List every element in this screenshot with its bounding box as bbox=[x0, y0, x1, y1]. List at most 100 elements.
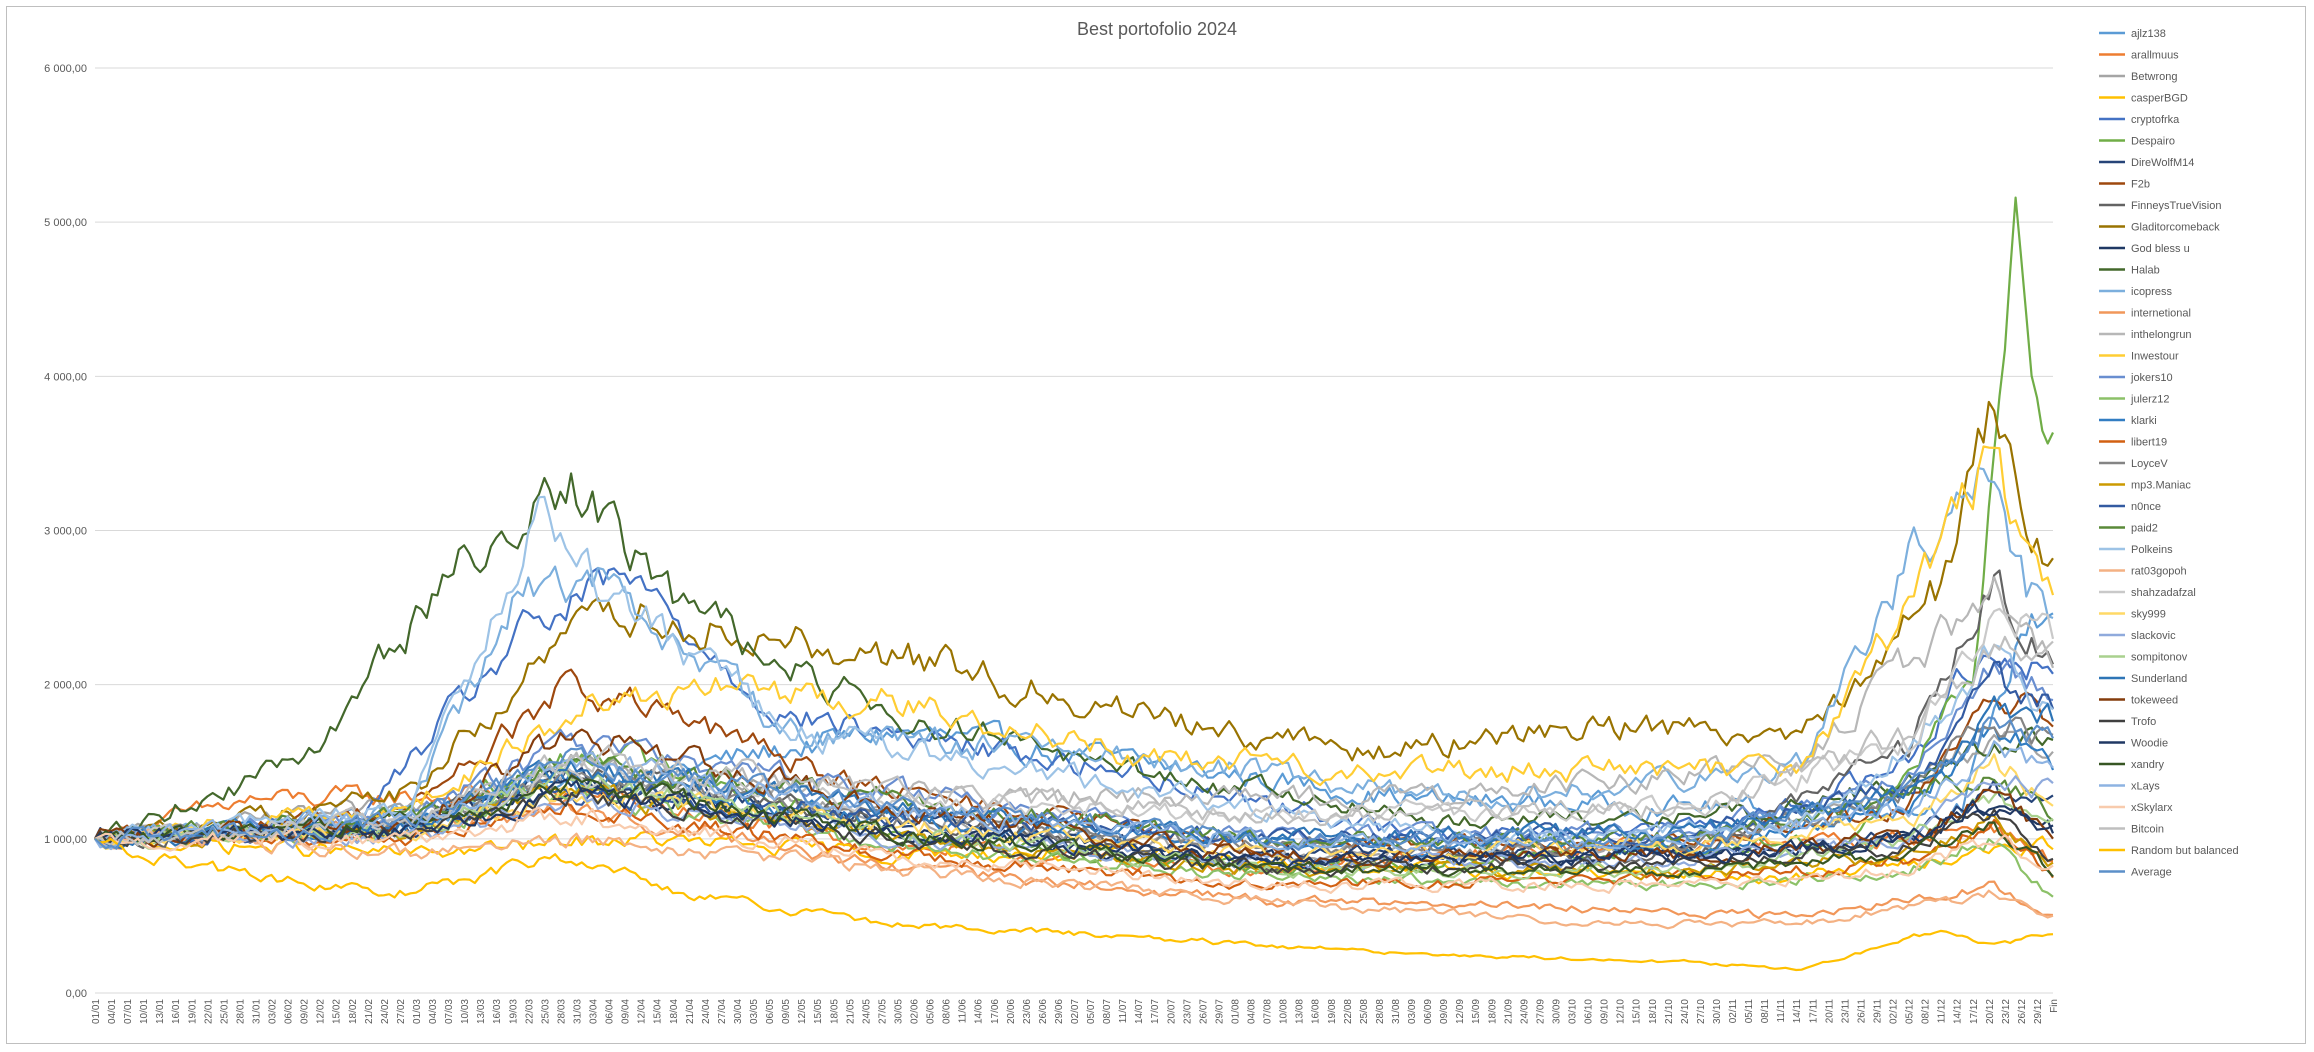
x-tick-label: 27/04 bbox=[717, 999, 728, 1024]
series-line-inwestour bbox=[94, 445, 2055, 850]
chart-title: Best portofolio 2024 bbox=[1077, 19, 1237, 39]
legend-label: n0nce bbox=[2131, 501, 2161, 513]
x-tick-label: 29/07 bbox=[1214, 999, 1225, 1024]
series-line-xskylarx bbox=[94, 806, 2054, 895]
legend-label: Bitcoin bbox=[2131, 824, 2164, 836]
x-tick-label: 20/06 bbox=[1006, 999, 1017, 1024]
series-line-polkeins bbox=[94, 495, 2054, 854]
legend-label: FinneysTrueVision bbox=[2131, 200, 2222, 212]
x-tick-label: 27/10 bbox=[1696, 999, 1707, 1024]
x-tick-label: 08/06 bbox=[942, 999, 953, 1024]
x-tick-label: 03/02 bbox=[268, 999, 279, 1024]
x-tick-label: 24/10 bbox=[1680, 999, 1691, 1024]
legend-label: xSkylarx bbox=[2131, 802, 2173, 814]
legend-label: F2b bbox=[2131, 179, 2150, 191]
x-tick-label: 03/09 bbox=[1407, 999, 1418, 1024]
x-tick-label: 13/01 bbox=[155, 999, 166, 1024]
x-tick-label: 19/08 bbox=[1327, 999, 1338, 1024]
legend-label: icopress bbox=[2131, 286, 2172, 298]
x-tick-label: 19/01 bbox=[187, 999, 198, 1024]
series-line-rat03gopoh bbox=[94, 828, 2054, 930]
x-tick-label: 09/10 bbox=[1600, 999, 1611, 1024]
x-tick-label: 30/10 bbox=[1712, 999, 1723, 1024]
legend-label: Average bbox=[2131, 867, 2172, 879]
x-tick-label: 15/10 bbox=[1632, 999, 1643, 1024]
x-tick-label: 24/04 bbox=[701, 999, 712, 1024]
x-axis-ticks: 01/01 04/01 07/01 10/01 13/01 16/01 19/01 22/01… bbox=[91, 999, 2060, 1024]
x-tick-label: 29/11 bbox=[1872, 999, 1883, 1024]
x-tick-label: 16/01 bbox=[171, 999, 182, 1024]
x-tick-label: 03/10 bbox=[1568, 999, 1579, 1024]
x-tick-label: 02/07 bbox=[1070, 999, 1081, 1024]
series-line-random-but-balanced bbox=[94, 837, 2054, 972]
x-tick-label: 26/07 bbox=[1198, 999, 1209, 1024]
x-tick-label: 15/09 bbox=[1471, 999, 1482, 1024]
series-line-paid2 bbox=[94, 751, 2054, 851]
legend-label: Gladitorcomeback bbox=[2131, 222, 2220, 234]
x-tick-label: 09/04 bbox=[621, 999, 632, 1024]
x-tick-label: 10/08 bbox=[1279, 999, 1290, 1024]
x-tick-label: 25/08 bbox=[1359, 999, 1370, 1024]
x-tick-label: 21/02 bbox=[364, 999, 375, 1024]
x-tick-label: 14/07 bbox=[1134, 999, 1145, 1024]
x-tick-label: 26/12 bbox=[2017, 999, 2028, 1024]
x-tick-label: 08/12 bbox=[1921, 999, 1932, 1024]
y-tick-label: 1 000,00 bbox=[44, 834, 87, 846]
series-line-direwolfm14 bbox=[94, 766, 2054, 865]
x-tick-label: 09/05 bbox=[781, 999, 792, 1024]
x-tick-label: 25/03 bbox=[540, 999, 551, 1024]
legend-label: Polkeins bbox=[2131, 544, 2173, 556]
legend-label: shahzadafzal bbox=[2131, 587, 2196, 599]
x-tick-label: 12/10 bbox=[1616, 999, 1627, 1024]
x-tick-label: 20/12 bbox=[1985, 999, 1996, 1024]
legend-label: sompitonov bbox=[2131, 652, 2188, 664]
y-tick-label: 6 000,00 bbox=[44, 63, 87, 75]
x-tick-label: 20/11 bbox=[1824, 999, 1835, 1024]
gridlines bbox=[95, 67, 2053, 994]
series-line-icopress bbox=[94, 467, 2054, 840]
y-axis-ticks: 0,00 1 000,00 2 000,00 3 000,00 4 000,00 5 00… bbox=[44, 63, 87, 1000]
x-tick-label: 05/11 bbox=[1744, 999, 1755, 1024]
x-tick-label: 30/05 bbox=[893, 999, 904, 1024]
x-tick-label: 01/08 bbox=[1230, 999, 1241, 1024]
legend-label: inthelongrun bbox=[2131, 329, 2192, 341]
x-tick-label: 30/04 bbox=[733, 999, 744, 1024]
x-tick-label: 22/08 bbox=[1343, 999, 1354, 1024]
x-tick-label: 02/11 bbox=[1728, 999, 1739, 1024]
series-line-xlays bbox=[94, 740, 2054, 853]
series-line-mp3-maniac bbox=[94, 782, 2054, 881]
y-tick-label: 4 000,00 bbox=[44, 371, 87, 383]
x-tick-label: 17/11 bbox=[1808, 999, 1819, 1024]
chart-frame: Best portofolio 2024 0,00 1 000,00 2 000,0… bbox=[6, 6, 2306, 1044]
x-tick-label: 18/04 bbox=[669, 999, 680, 1024]
x-tick-label: 20/07 bbox=[1166, 999, 1177, 1024]
x-tick-label: 12/02 bbox=[316, 999, 327, 1024]
x-tick-label: 06/04 bbox=[605, 999, 616, 1024]
x-tick-label: Fin bbox=[2049, 999, 2060, 1013]
x-tick-label: 21/04 bbox=[685, 999, 696, 1024]
x-tick-label: 07/03 bbox=[444, 999, 455, 1024]
x-tick-label: 10/01 bbox=[139, 999, 150, 1024]
legend-label: cryptofrka bbox=[2131, 114, 2180, 126]
x-tick-label: 18/02 bbox=[348, 999, 359, 1024]
line-chart: Best portofolio 2024 0,00 1 000,00 2 000,0… bbox=[44, 19, 2238, 1024]
x-tick-label: 27/05 bbox=[877, 999, 888, 1024]
x-tick-label: 23/12 bbox=[2001, 999, 2012, 1024]
x-tick-label: 06/05 bbox=[765, 999, 776, 1024]
legend-label: xandry bbox=[2131, 759, 2165, 771]
x-tick-label: 15/02 bbox=[332, 999, 343, 1024]
x-tick-label: 16/08 bbox=[1311, 999, 1322, 1024]
x-tick-label: 21/10 bbox=[1664, 999, 1675, 1024]
x-tick-label: 13/03 bbox=[476, 999, 487, 1024]
legend-label: rat03gopoh bbox=[2131, 566, 2187, 578]
x-tick-label: 08/11 bbox=[1760, 999, 1771, 1024]
x-tick-label: 17/07 bbox=[1150, 999, 1161, 1024]
x-tick-label: 07/01 bbox=[123, 999, 134, 1024]
y-tick-label: 2 000,00 bbox=[44, 680, 87, 692]
legend-label: internetional bbox=[2131, 308, 2191, 320]
x-tick-label: 13/08 bbox=[1295, 999, 1306, 1024]
legend-label: Despairo bbox=[2131, 136, 2175, 148]
x-tick-label: 07/08 bbox=[1263, 999, 1274, 1024]
legend-label: arallmuus bbox=[2131, 50, 2179, 62]
x-tick-label: 16/03 bbox=[492, 999, 503, 1024]
